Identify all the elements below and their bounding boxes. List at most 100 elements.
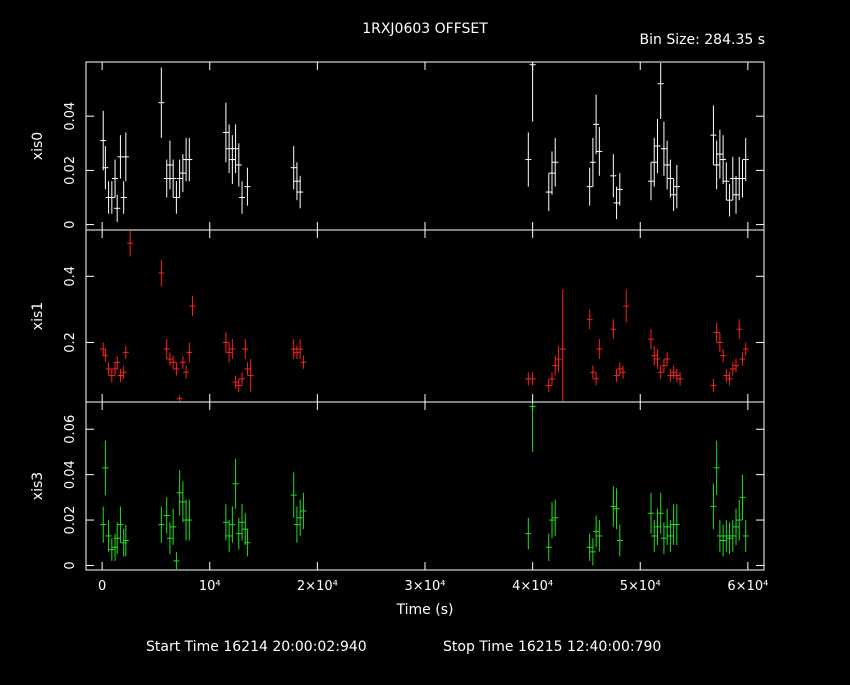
panel-xis0-point (226, 124, 233, 174)
panel-xis3-point (733, 508, 740, 546)
panel-xis1-point (189, 296, 196, 316)
panel-xis1-point (529, 372, 536, 386)
panel-xis1-point (122, 345, 129, 359)
panel-xis1-point (670, 365, 677, 379)
panel-xis1-point (742, 342, 749, 356)
panel-xis0-point (742, 137, 749, 182)
panel-xis0-point (239, 181, 246, 214)
panel-xis0-point (613, 186, 620, 220)
panel-xis3-point (176, 470, 183, 516)
panel-xis1-point (716, 332, 723, 353)
panel-xis0-point (610, 154, 617, 198)
panel-xis3-point (720, 524, 727, 557)
panel-xis1-point (596, 339, 603, 359)
panel-xis3-ytick-label: 0.06 (63, 415, 78, 444)
panel-xis3-point (300, 492, 307, 530)
panel-xis1-point (105, 362, 112, 376)
panel-xis3-point (297, 499, 304, 536)
panel-xis1-point (623, 289, 630, 323)
panel-xis3-point (713, 440, 720, 496)
panel-xis3-point (529, 403, 536, 452)
panel-xis1-ytick-label: 0.2 (63, 332, 78, 353)
panel-xis3-point (229, 506, 236, 543)
panel-xis1-point (620, 365, 627, 379)
panel-xis3-point (586, 533, 593, 561)
panel-xis3-point (179, 481, 186, 523)
panel-xis3-ylabel: xis3 (30, 472, 46, 500)
x-tick-label: 0 (98, 579, 106, 594)
panel-xis0-point (222, 102, 229, 163)
panel-xis0-point (525, 132, 532, 187)
panel-xis1-point (733, 359, 740, 373)
panel-xis1-point (648, 329, 654, 350)
panel-xis3-point (664, 508, 671, 546)
panel-xis1-point (726, 372, 733, 386)
panel-xis1-point (673, 368, 680, 383)
panel-xis1-point (723, 368, 730, 383)
panel-xis0-point (713, 140, 720, 190)
panel-xis0-point (596, 127, 603, 176)
x-tick-label: 2×10⁴ (297, 579, 338, 594)
panel-xis3-point (222, 504, 229, 541)
panel-xis0-point (290, 146, 297, 190)
panel-xis0-point (120, 181, 127, 214)
panel-xis1-point (548, 372, 555, 386)
panel-xis3-point (589, 538, 596, 566)
x-tick-label: 10⁴ (199, 579, 221, 594)
chart-title: 1RXJ0603 OFFSET (362, 21, 488, 37)
panel-xis0-point (654, 118, 661, 174)
panel-xis0-point (616, 173, 623, 206)
panel-xis1-point (552, 355, 559, 376)
panel-xis1-point (158, 259, 165, 287)
panel-xis0-point (297, 175, 304, 209)
panel-xis0-point (114, 194, 121, 222)
panel-xis0-point (545, 173, 552, 212)
panel-xis1-point (108, 368, 115, 383)
panel-xis0-point (589, 137, 596, 187)
x-tick-label: 5×10⁴ (620, 579, 661, 594)
panel-xis0-point (733, 175, 740, 214)
panel-xis1-point (163, 339, 170, 359)
panel-xis3-point (739, 474, 746, 521)
panel-xis1-point (651, 345, 658, 366)
panel-xis3-point (545, 533, 552, 561)
panel-xis1-point (102, 349, 109, 363)
panel-xis1-point (293, 345, 300, 359)
panel-xis1-ylabel: xis1 (30, 302, 46, 330)
panel-xis0-point (729, 156, 736, 201)
panel-xis0-point (117, 135, 124, 179)
panel-xis1-point (300, 355, 307, 369)
panel-xis1-point (170, 355, 177, 369)
panel-xis3-ytick-label: 0.02 (63, 506, 78, 535)
panel-xis1-point (657, 365, 664, 379)
panel-xis0-point (244, 167, 251, 206)
panel-xis3-point (742, 520, 749, 552)
data-marks (100, 63, 749, 569)
panel-xis3-point (593, 515, 600, 548)
panel-xis0-point (170, 159, 177, 198)
panel-xis3-point (596, 520, 603, 552)
panel-xis3-point (293, 506, 300, 543)
panel-xis3-point (651, 520, 658, 552)
x-axis-label: Time (s) (396, 602, 454, 618)
x-tick-label: 3×10⁴ (405, 579, 446, 594)
panel-xis3-point (716, 520, 723, 552)
panel-xis0-point (102, 146, 109, 190)
panel-xis1-point (545, 378, 552, 393)
panel-xis0-ytick-label: 0.04 (63, 102, 78, 131)
stop-time-label: Stop Time 16215 12:40:00:790 (443, 639, 661, 655)
panel-xis3-point (613, 488, 620, 530)
panel-xis1-point (247, 359, 254, 393)
panel-xis3-point (525, 517, 532, 550)
panel-xis0-point (593, 94, 600, 155)
panel-xis0-point (166, 140, 173, 190)
panel-xis3-point (244, 529, 251, 557)
panel-xis3-point (673, 504, 680, 546)
panel-xis3-point (610, 486, 617, 527)
panel-xis3-point (736, 499, 743, 541)
panel-xis3-point (170, 508, 177, 546)
start-time-label: Start Time 16214 20:00:02:940 (146, 639, 367, 655)
panel-xis3-point (232, 458, 239, 509)
panel-xis3-point (548, 501, 555, 539)
